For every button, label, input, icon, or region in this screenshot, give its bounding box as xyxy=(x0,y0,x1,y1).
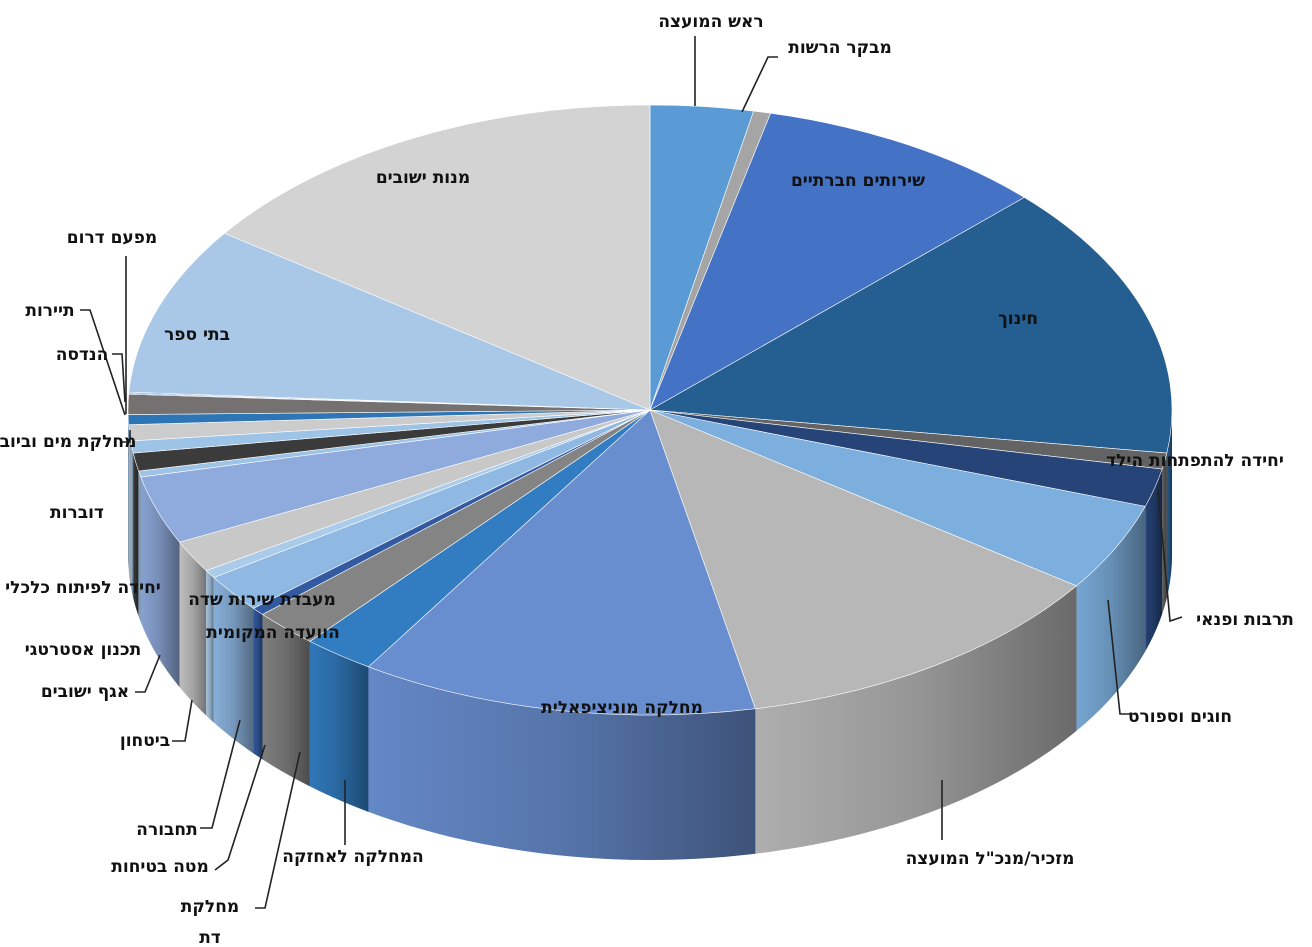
side-מחלקת-דת-shade xyxy=(262,614,310,787)
slice-label: ביטחון xyxy=(120,731,170,751)
slice-label: תיירות xyxy=(25,301,74,321)
leader-line xyxy=(214,744,266,871)
slice-שירותים-חברתיים xyxy=(649,112,1025,411)
side-תכנון-אסטרטגי-shade xyxy=(133,453,139,617)
slice-label: תכנון אסטרטגי xyxy=(25,640,141,660)
side-אגף-ישובים-shade xyxy=(138,471,141,623)
side-מזכיר-מנכ-ל-המועצה-shade xyxy=(755,585,1077,854)
slice-מזכיר-מנכ-ל-המועצה xyxy=(649,409,1078,710)
leader-line xyxy=(741,56,778,113)
side-דוברות-shade xyxy=(128,424,131,586)
slice-label: מחלקה מוניציפאלית xyxy=(541,698,703,718)
slice-חוגים-וספורט xyxy=(649,409,1146,587)
slice-label: מזכיר/מנכ"ל המועצה xyxy=(906,849,1075,869)
side-יחידה-להתפתחות-הילד-shade xyxy=(1162,453,1167,615)
slice-בתי-ספר xyxy=(128,232,651,411)
leader-line xyxy=(120,430,131,443)
slice-label: שירותים חברתיים xyxy=(791,171,925,191)
slice-label: ראש המועצה xyxy=(658,12,763,32)
slice-label: יחידה להתפתחות הילד xyxy=(1106,451,1284,471)
slice-label: חוגים וספורט xyxy=(1128,707,1232,727)
leader-line xyxy=(200,719,241,829)
slice-label: מנות ישובים xyxy=(376,168,470,188)
slice-חינוך xyxy=(649,197,1173,454)
slice-label: המחלקה לאחזקה xyxy=(282,847,423,867)
side-ביטחון-shade xyxy=(140,477,180,688)
side-יחידה-לפיתוח-כלכלי-shade xyxy=(130,440,134,599)
side-חינוך-shade xyxy=(1166,410,1172,599)
slice-label: אגף ישובים xyxy=(41,682,129,702)
side-מטה-בטיחות-shade xyxy=(253,608,263,760)
side-הוועדה-המקומית-shade xyxy=(213,577,254,754)
leader-line xyxy=(1107,599,1137,715)
slice-label: מחלקת מים וביוב xyxy=(0,432,136,452)
label-leader-lines xyxy=(80,36,1183,909)
slice-label: מעבדת שירות שדה xyxy=(188,590,336,610)
leader-line xyxy=(255,751,301,909)
slice-label: דוברות xyxy=(50,503,104,523)
slice-label: חינוך xyxy=(998,309,1038,329)
side-תחבורה-shade xyxy=(179,542,207,716)
slice-label: בתי ספר xyxy=(164,325,230,345)
slice-labels: ראש המועצה מבקר הרשות שירותים חברתיים חינוך… xyxy=(0,12,1294,947)
leader-line xyxy=(1157,489,1183,623)
slice-label: הנדסה xyxy=(56,345,109,365)
slice-label: מבקר הרשות xyxy=(788,38,892,58)
slice-label: תחבורה xyxy=(136,820,197,840)
leader-line xyxy=(80,309,126,416)
pie-top-faces xyxy=(127,104,1173,716)
leader-line xyxy=(172,699,193,742)
slice-label: מפעם דרום xyxy=(67,228,157,248)
slice-label: הוועדה המקומית xyxy=(206,623,340,643)
side-המחלקה-לאחזקה-shade xyxy=(309,641,369,812)
side-תרבות-ופנאי-shade xyxy=(1145,469,1163,652)
slice-label: תרבות ופנאי xyxy=(1196,610,1294,630)
slice-מחלקה-מוניציפאלית xyxy=(367,409,756,716)
side-מעבדת-שירות-שדה-shade xyxy=(206,570,214,723)
slice-label: יחידה לפיתוח כלכלי xyxy=(5,578,161,598)
slice-מנות-ישובים xyxy=(223,104,651,411)
slice-label: מטה בטיחות xyxy=(111,857,209,877)
leader-line xyxy=(112,353,126,403)
side-מחלקת-מים-וביוב-shade xyxy=(128,414,129,570)
leader-line xyxy=(135,654,161,693)
side-חוגים-וספורט-shade xyxy=(1076,506,1146,731)
slice-label: מחלקת xyxy=(181,897,239,917)
slice-label: דת xyxy=(199,928,221,947)
